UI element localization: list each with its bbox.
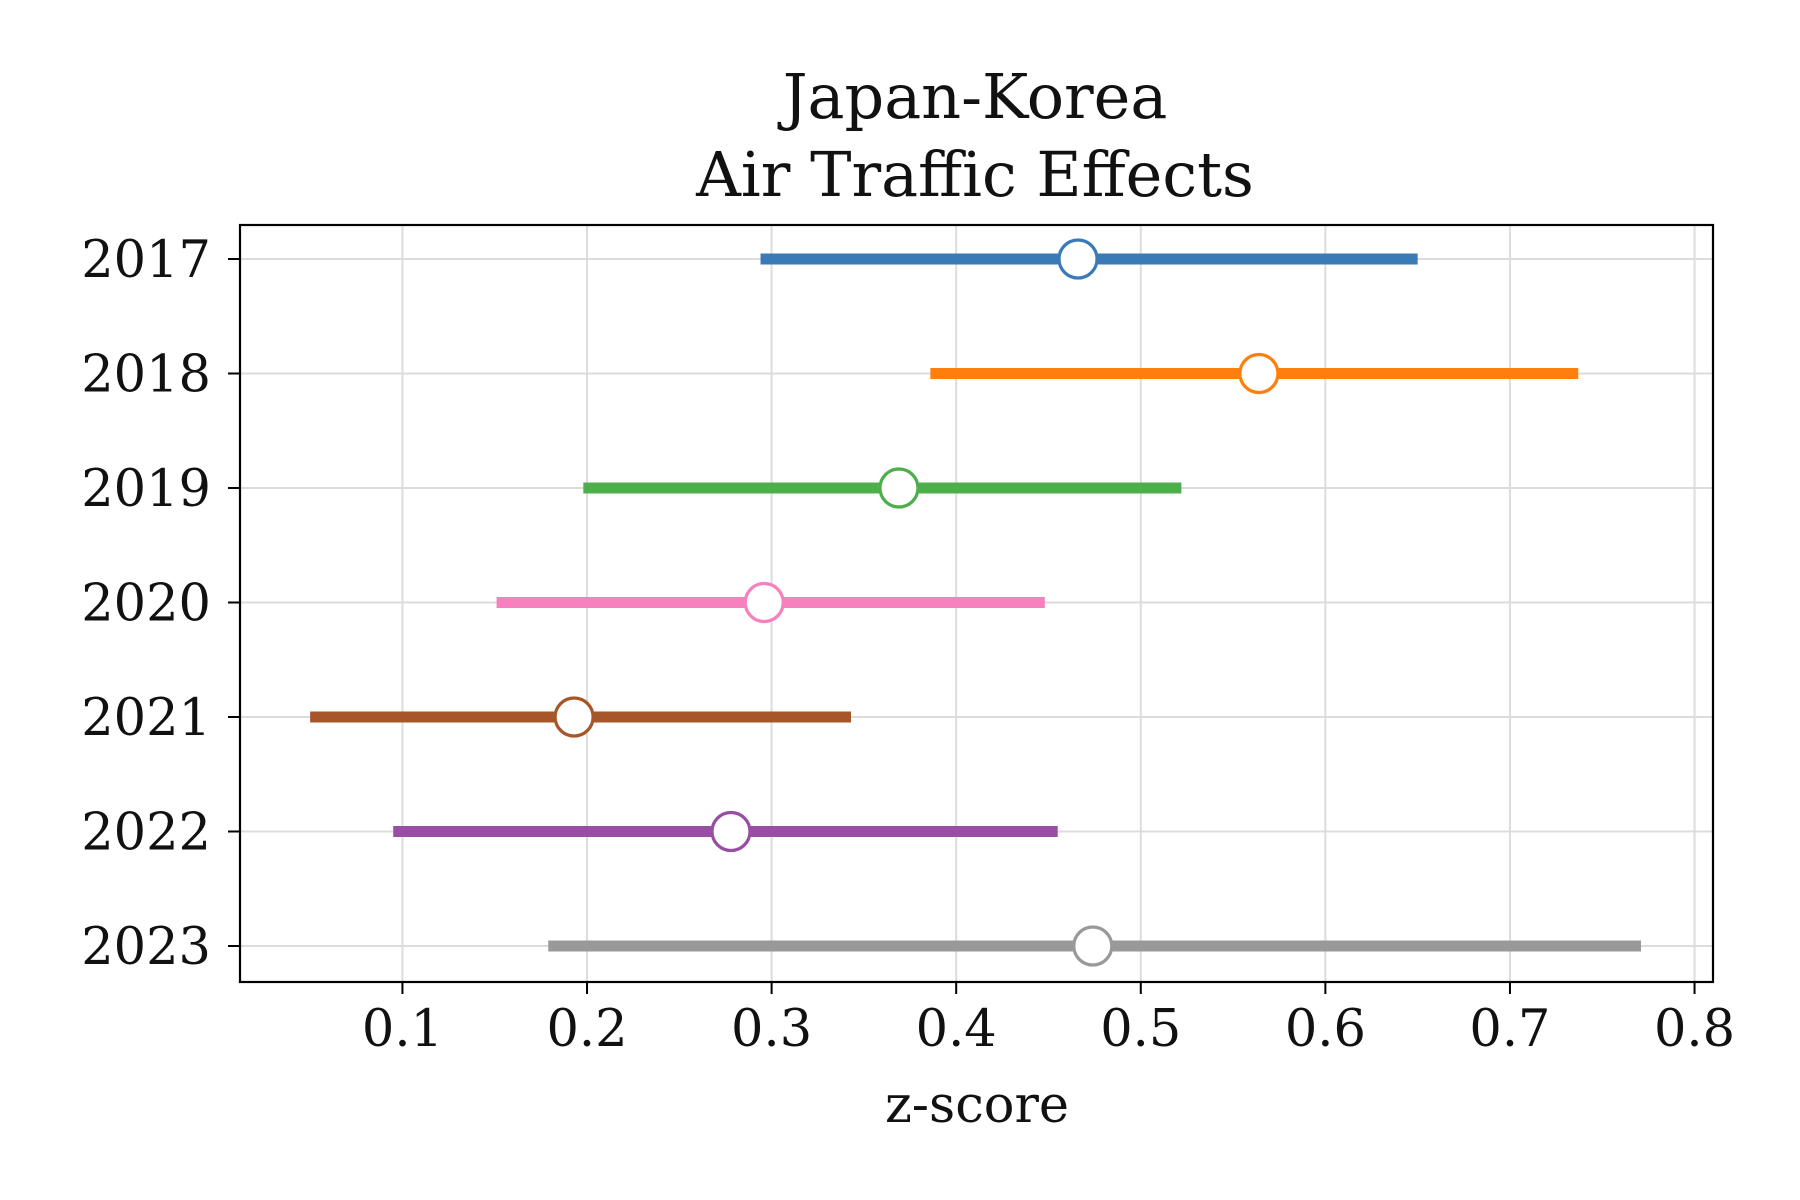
y-tick-label: 2023 bbox=[81, 918, 211, 977]
estimate-point-2021 bbox=[553, 696, 595, 738]
y-tick-label: 2022 bbox=[81, 804, 211, 863]
x-tick-label: 0.3 bbox=[731, 1000, 812, 1059]
y-tick-label: 2017 bbox=[81, 231, 211, 290]
y-tick-label: 2019 bbox=[81, 460, 211, 519]
x-tick-label: 0.2 bbox=[546, 1000, 627, 1059]
chart-title-line-1: Japan-Korea bbox=[777, 60, 1168, 133]
marks-layer bbox=[310, 238, 1642, 967]
ticks-layer: 0.1 0.2 0.3 0.4 0.5 0.6 0.7 0.8 2017 2018 2019 2020… bbox=[81, 231, 1735, 1059]
x-tick-label: 0.1 bbox=[362, 1000, 443, 1059]
x-tick-label: 0.7 bbox=[1469, 1000, 1550, 1059]
estimate-point-2017 bbox=[1057, 238, 1099, 280]
x-tick-label: 0.5 bbox=[1100, 1000, 1181, 1059]
estimate-point-2019 bbox=[878, 467, 920, 509]
x-tick-label: 0.4 bbox=[916, 1000, 997, 1059]
estimate-point-2018 bbox=[1238, 352, 1280, 395]
y-tick-label: 2020 bbox=[81, 575, 211, 634]
estimate-point-2022 bbox=[710, 810, 752, 853]
x-tick-label: 0.6 bbox=[1285, 1000, 1366, 1059]
y-tick-label: 2018 bbox=[81, 346, 211, 405]
x-tick-label: 0.8 bbox=[1654, 1000, 1735, 1059]
x-axis-label: z-score bbox=[885, 1076, 1069, 1135]
y-tick-label: 2021 bbox=[81, 689, 211, 748]
estimate-point-2023 bbox=[1072, 925, 1114, 967]
estimate-point-2020 bbox=[743, 581, 785, 624]
chart-title-line-2: Air Traffic Effects bbox=[695, 138, 1254, 211]
